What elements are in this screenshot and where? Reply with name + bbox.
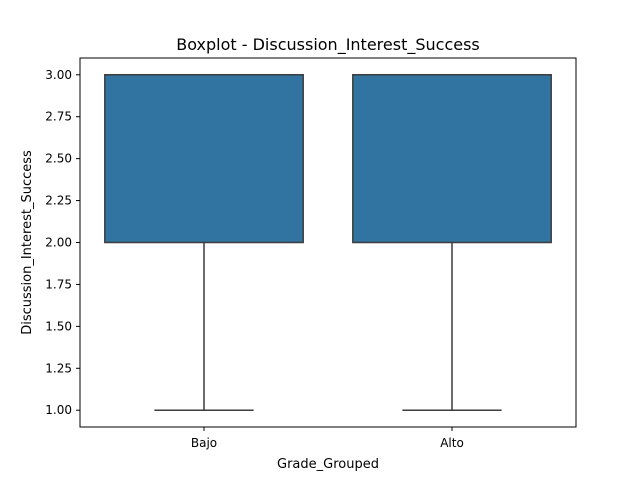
box-body bbox=[352, 74, 552, 244]
boxes-layer bbox=[104, 74, 552, 411]
box-bajo bbox=[104, 74, 304, 411]
y-tick-label: 1.25 bbox=[45, 361, 72, 375]
y-axis: 1.00 1.25 1.50 1.75 2.00 2.25 2.50 2.75 3.00 bbox=[45, 68, 80, 417]
y-tick-label: 1.75 bbox=[45, 277, 72, 291]
x-tick-label: Alto bbox=[440, 436, 464, 450]
box-body bbox=[104, 74, 304, 244]
x-axis: Bajo Alto bbox=[191, 427, 464, 450]
x-tick-label: Bajo bbox=[191, 436, 217, 450]
y-tick-label: 2.75 bbox=[45, 110, 72, 124]
y-tick-label: 1.00 bbox=[45, 403, 72, 417]
box-alto bbox=[352, 74, 552, 411]
chart-title: Boxplot - Discussion_Interest_Success bbox=[176, 35, 480, 55]
y-tick-label: 3.00 bbox=[45, 68, 72, 82]
y-tick-label: 2.50 bbox=[45, 152, 72, 166]
plot-frame bbox=[79, 57, 577, 428]
y-tick-label: 1.50 bbox=[45, 319, 72, 333]
y-tick-label: 2.25 bbox=[45, 194, 72, 208]
x-axis-label: Grade_Grouped bbox=[277, 457, 379, 472]
y-tick-label: 2.00 bbox=[45, 236, 72, 250]
y-axis-label: Discussion_Interest_Success bbox=[20, 150, 35, 335]
